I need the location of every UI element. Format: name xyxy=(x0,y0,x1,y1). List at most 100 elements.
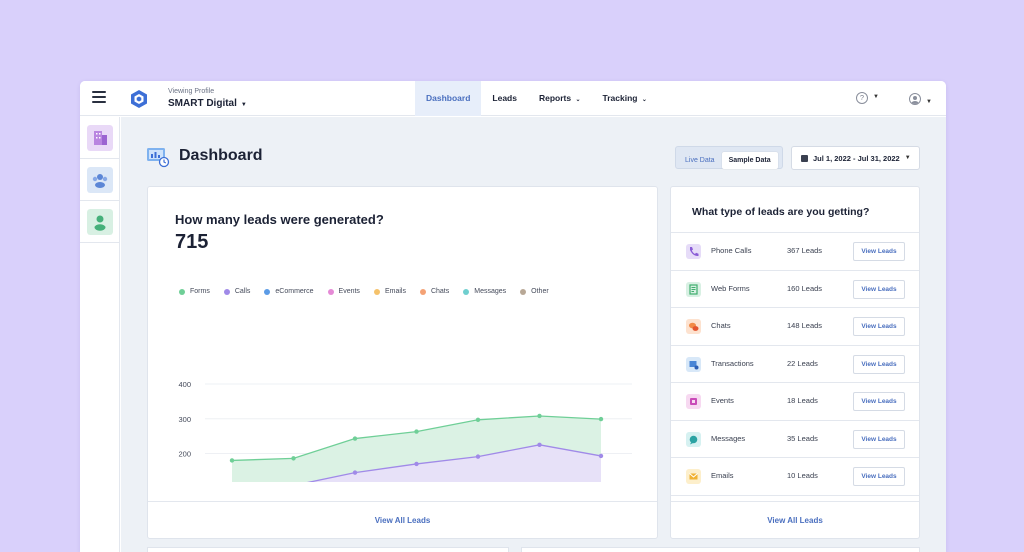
view-all-leads-link[interactable]: View All Leads xyxy=(671,501,919,538)
lead-type-count: 160 Leads xyxy=(787,283,823,293)
person-icon xyxy=(87,209,113,235)
legend-item[interactable]: eCommerce xyxy=(264,288,314,295)
lead-type-count: 18 Leads xyxy=(787,396,818,405)
dashboard-icon xyxy=(147,148,170,168)
legend-label: Other xyxy=(531,288,549,295)
data-point xyxy=(475,454,481,459)
lead-type-count: 148 Leads xyxy=(787,321,823,330)
user-menu[interactable]: ▼ xyxy=(909,92,932,110)
sidebar xyxy=(80,117,120,552)
legend-dot-icon xyxy=(373,288,380,295)
profile-name: SMART Digital xyxy=(168,98,237,109)
legend-dot-icon xyxy=(327,288,334,295)
view-leads-button[interactable]: View Leads xyxy=(853,242,905,261)
sidebar-item-locations[interactable] xyxy=(80,117,120,159)
legend-dot-icon xyxy=(223,288,230,295)
lead-type-count: 35 Leads xyxy=(787,433,818,443)
legend-label: Forms xyxy=(190,288,210,295)
data-point xyxy=(537,413,542,419)
legend-label: Messages xyxy=(474,288,507,295)
date-range-label: Jul 1, 2022 - Jul 31, 2022 xyxy=(813,154,900,163)
menu-icon[interactable] xyxy=(92,91,106,105)
legend-label: Events xyxy=(338,288,360,295)
sample-data-option[interactable]: Sample Data xyxy=(721,152,778,169)
lead-type-row: Transactions 22 Leads View Leads xyxy=(671,346,919,383)
lead-type-row: Phone Calls 367 Leads View Leads xyxy=(671,233,919,271)
profile-switcher[interactable]: SMART Digital ▼ xyxy=(168,98,247,109)
view-leads-button[interactable]: View Leads xyxy=(853,467,905,486)
lead-type-count: 22 Leads xyxy=(787,358,818,368)
legend-label: Emails xyxy=(384,288,406,295)
data-point xyxy=(352,470,358,475)
view-leads-button[interactable]: View Leads xyxy=(853,429,905,449)
live-data-option[interactable]: Live Data xyxy=(685,157,715,164)
app-window: Viewing Profile SMART Digital ▼ Dashboard… xyxy=(80,81,946,552)
data-point xyxy=(229,458,235,463)
view-leads-button[interactable]: View Leads xyxy=(853,317,905,336)
legend-dot-icon xyxy=(419,288,426,295)
legend-item[interactable]: Emails xyxy=(373,288,406,295)
chevron-down-icon: ⌄ xyxy=(575,97,581,103)
chevron-down-icon: ⌄ xyxy=(641,97,647,103)
page-title: Dashboard xyxy=(179,147,263,164)
caret-down-icon: ▼ xyxy=(904,155,911,161)
nav-tab-dashboard[interactable]: Dashboard xyxy=(415,81,482,116)
lead-types-card: What type of leads are you getting? Phon… xyxy=(670,186,920,539)
lead-type-name: Phone Calls xyxy=(711,246,752,255)
leads-question: How many leads were generated? xyxy=(175,212,384,227)
building-icon xyxy=(87,125,113,151)
lead-type-row: Messages 35 Leads View Leads xyxy=(671,421,919,458)
nav-tab-tracking[interactable]: Tracking ⌄ xyxy=(602,93,647,103)
help-menu[interactable]: ? ▼ xyxy=(856,92,879,104)
y-tick-label: 300 xyxy=(178,415,191,424)
help-icon: ? xyxy=(856,92,868,104)
team-icon xyxy=(87,167,113,193)
next-card xyxy=(521,547,920,552)
nav-tab-leads[interactable]: Leads xyxy=(492,93,517,103)
caret-down-icon: ▼ xyxy=(926,99,932,105)
view-leads-button[interactable]: View Leads xyxy=(853,279,905,299)
phone-icon xyxy=(686,244,701,259)
sidebar-item-users[interactable] xyxy=(80,201,120,243)
main-content: Dashboard Live Data Sample Data Jul 1, 20… xyxy=(121,117,946,552)
nav-tab-reports[interactable]: Reports ⌄ xyxy=(538,93,581,103)
data-point xyxy=(352,436,358,441)
legend-item[interactable]: Calls xyxy=(223,288,251,295)
data-point xyxy=(598,416,604,422)
next-card xyxy=(147,547,509,552)
caret-down-icon: ▼ xyxy=(873,94,879,100)
lead-type-row: Emails 10 Leads View Leads xyxy=(671,458,919,496)
lead-type-name: Transactions xyxy=(711,358,754,368)
data-mode-toggle: Live Data Sample Data xyxy=(675,146,783,169)
legend-item[interactable]: Events xyxy=(327,288,360,295)
view-leads-button[interactable]: View Leads xyxy=(853,392,905,411)
legend-item[interactable]: Other xyxy=(520,288,549,295)
top-bar: Viewing Profile SMART Digital ▼ Dashboard… xyxy=(80,81,946,116)
legend-label: eCommerce xyxy=(275,288,314,295)
legend-label: Chats xyxy=(430,288,450,295)
lead-type-name: Chats xyxy=(711,321,731,330)
legend-dot-icon xyxy=(463,288,470,295)
cart-icon xyxy=(686,356,701,372)
legend-item[interactable]: Chats xyxy=(419,288,450,295)
legend-item[interactable]: Forms xyxy=(179,288,210,295)
leads-chart: 0100200300400Jul 26Jul 27Jul 28Jul 29Jul… xyxy=(178,380,632,482)
legend-dot-icon xyxy=(179,288,185,295)
legend-dot-icon xyxy=(520,288,527,295)
viewing-profile-label: Viewing Profile xyxy=(168,88,215,95)
view-leads-button[interactable]: View Leads xyxy=(853,354,905,374)
view-all-leads-link[interactable]: View All Leads xyxy=(148,501,657,538)
form-icon xyxy=(686,281,701,297)
legend-dot-icon xyxy=(264,288,271,295)
app-logo-icon xyxy=(131,90,147,108)
sidebar-item-teams[interactable] xyxy=(80,159,120,201)
date-range-picker[interactable]: Jul 1, 2022 - Jul 31, 2022 ▼ xyxy=(791,146,920,170)
lead-types-question: What type of leads are you getting? xyxy=(692,206,870,218)
area-calls xyxy=(310,444,601,482)
email-icon xyxy=(686,469,701,484)
lead-type-name: Messages xyxy=(711,433,746,443)
lead-types-list: Phone Calls 367 Leads View Leads Web Forms 1… xyxy=(671,232,919,496)
user-avatar-icon xyxy=(909,93,921,105)
legend-item[interactable]: Messages xyxy=(463,288,506,295)
legend-label: Calls xyxy=(234,288,251,295)
